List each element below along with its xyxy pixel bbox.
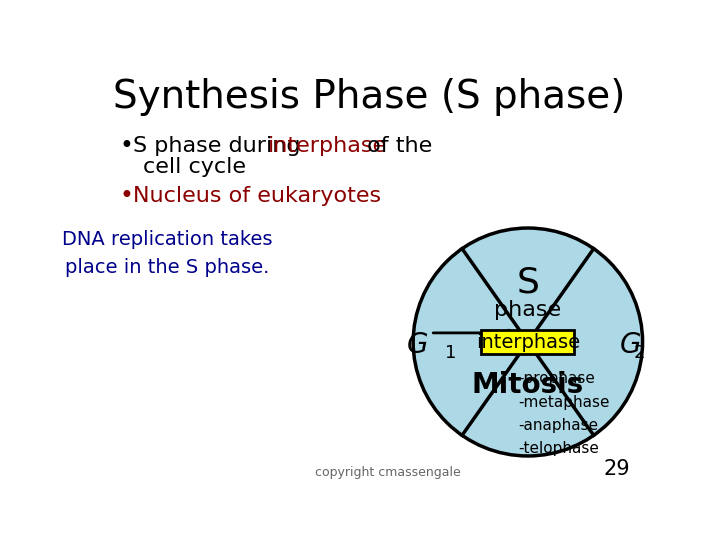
Text: Mitosis: Mitosis: [472, 372, 584, 399]
Text: S phase during: S phase during: [132, 136, 307, 156]
Text: Synthesis Phase (S phase): Synthesis Phase (S phase): [113, 78, 625, 116]
Text: of the: of the: [360, 136, 433, 156]
Text: S: S: [516, 266, 539, 300]
Text: DNA replication takes
place in the S phase.: DNA replication takes place in the S pha…: [62, 230, 273, 277]
Text: copyright cmassengale: copyright cmassengale: [315, 467, 461, 480]
Text: cell cycle: cell cycle: [143, 157, 246, 177]
Text: interphase: interphase: [476, 333, 580, 352]
Text: interphase: interphase: [268, 136, 387, 156]
Text: •: •: [120, 184, 133, 208]
Bar: [482, 330, 575, 354]
Text: Nucleus of eukaryotes: Nucleus of eukaryotes: [132, 186, 381, 206]
Text: 29: 29: [603, 459, 630, 479]
Text: 1: 1: [445, 344, 456, 362]
Text: G: G: [620, 331, 641, 359]
Circle shape: [413, 228, 642, 456]
Text: 2: 2: [634, 344, 645, 362]
Text: -prophase
-metaphase
-anaphase
-telophase: -prophase -metaphase -anaphase -telophas…: [518, 371, 610, 456]
Text: G: G: [407, 331, 428, 359]
Text: phase: phase: [495, 300, 562, 320]
Text: •: •: [120, 134, 133, 158]
